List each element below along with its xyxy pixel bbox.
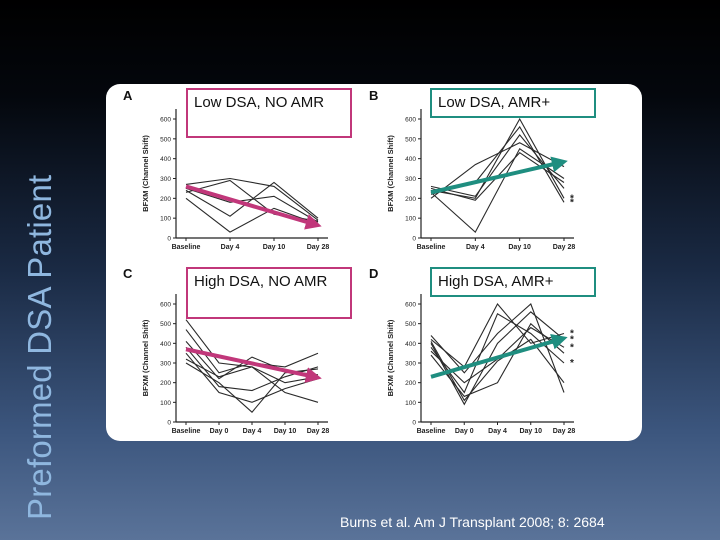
y-tick-label: 600	[405, 302, 416, 309]
x-tick-label: Day 4	[243, 428, 262, 435]
y-tick-label: 300	[405, 361, 416, 368]
trend-arrow	[185, 184, 322, 230]
y-tick-label: 0	[412, 420, 416, 427]
x-tick-label: Day 10	[263, 244, 286, 251]
series-line	[430, 311, 565, 406]
y-tick-label: 600	[405, 117, 416, 124]
y-tick-label: 0	[167, 420, 171, 427]
series-line	[185, 197, 319, 233]
x-tick-label: Day 4	[488, 428, 507, 435]
y-tick-label: 500	[160, 321, 171, 328]
y-tick-label: 100	[405, 400, 416, 407]
y-tick-label: 0	[167, 236, 171, 243]
y-tick-label: 400	[405, 341, 416, 348]
series-line	[185, 352, 319, 403]
x-tick-label: Day 28	[553, 428, 576, 435]
figure-svg: A 0 100 200 300 400 500 600 Baseline Day 4 Day 10 D…	[123, 88, 576, 435]
y-tick-label: 100	[160, 400, 171, 407]
x-tick-label: Baseline	[417, 428, 446, 435]
label-panel-b: Low DSA, AMR+	[430, 88, 596, 118]
y-tick-label: 400	[160, 156, 171, 163]
y-tick-label: 200	[160, 196, 171, 203]
x-tick-label: Day 10	[519, 428, 542, 435]
y-tick-label: 0	[412, 236, 416, 243]
x-tick-label: Baseline	[172, 244, 201, 251]
vertical-title: Preformed DSA Patient	[21, 174, 58, 520]
series-line	[185, 179, 319, 222]
series-line	[430, 322, 565, 398]
significance-star: *	[570, 329, 574, 340]
significance-star: *	[570, 358, 574, 369]
y-tick-label: 500	[160, 136, 171, 143]
y-tick-label: 300	[405, 176, 416, 183]
y-tick-label: 500	[405, 136, 416, 143]
y-tick-label: 200	[405, 380, 416, 387]
label-panel-d: High DSA, AMR+	[430, 267, 596, 297]
y-tick-label: 600	[160, 117, 171, 124]
y-axis-label: BFXM (Channel Shift)	[141, 135, 150, 212]
series-line	[430, 134, 565, 197]
y-tick-label: 400	[405, 156, 416, 163]
significance-star: *	[570, 193, 574, 204]
significance-star: *	[570, 334, 574, 345]
significance-star: *	[570, 197, 574, 208]
series-line	[430, 338, 565, 402]
x-tick-label: Day 4	[221, 244, 240, 251]
x-tick-label: Day 28	[307, 244, 330, 251]
vertical-title-region: Preformed DSA Patient	[0, 0, 80, 540]
series-line	[185, 187, 319, 223]
x-tick-label: Baseline	[172, 428, 201, 435]
y-axis-label: BFXM (Channel Shift)	[141, 319, 150, 396]
y-tick-label: 600	[160, 302, 171, 309]
y-tick-label: 100	[160, 216, 171, 223]
y-tick-label: 400	[160, 341, 171, 348]
y-tick-label: 300	[160, 176, 171, 183]
x-tick-label: Day 4	[466, 244, 485, 251]
series-line	[430, 303, 565, 368]
significance-star: *	[570, 342, 574, 353]
y-tick-label: 300	[160, 361, 171, 368]
y-axis-label: BFXM (Channel Shift)	[386, 319, 395, 396]
series-line	[430, 148, 565, 233]
y-axis-label: BFXM (Channel Shift)	[386, 135, 395, 212]
panel-letter: A	[123, 88, 133, 103]
y-tick-label: 100	[405, 216, 416, 223]
panel-letter: B	[369, 88, 378, 103]
citation: Burns et al. Am J Transplant 2008; 8: 26…	[340, 514, 605, 530]
x-tick-label: Day 10	[508, 244, 531, 251]
trend-arrow	[185, 347, 322, 383]
y-tick-label: 200	[160, 380, 171, 387]
series-line	[185, 177, 319, 221]
label-panel-a: Low DSA, NO AMR	[186, 88, 352, 138]
figure-panel: A 0 100 200 300 400 500 600 Baseline Day 4 Day 10 D…	[106, 84, 642, 441]
x-tick-label: Day 0	[455, 428, 474, 435]
x-tick-label: Day 28	[307, 428, 330, 435]
x-tick-label: Day 0	[210, 428, 229, 435]
x-tick-label: Day 28	[553, 244, 576, 251]
series-line	[430, 142, 565, 199]
series-line	[185, 329, 319, 374]
label-panel-c: High DSA, NO AMR	[186, 267, 352, 319]
trend-arrow	[430, 156, 568, 195]
series-line	[185, 358, 319, 384]
panel-letter: D	[369, 266, 378, 281]
x-tick-label: Day 10	[274, 428, 297, 435]
x-tick-label: Baseline	[417, 244, 446, 251]
trend-arrow	[430, 333, 568, 379]
y-tick-label: 200	[405, 196, 416, 203]
panel-letter: C	[123, 266, 133, 281]
y-tick-label: 500	[405, 321, 416, 328]
